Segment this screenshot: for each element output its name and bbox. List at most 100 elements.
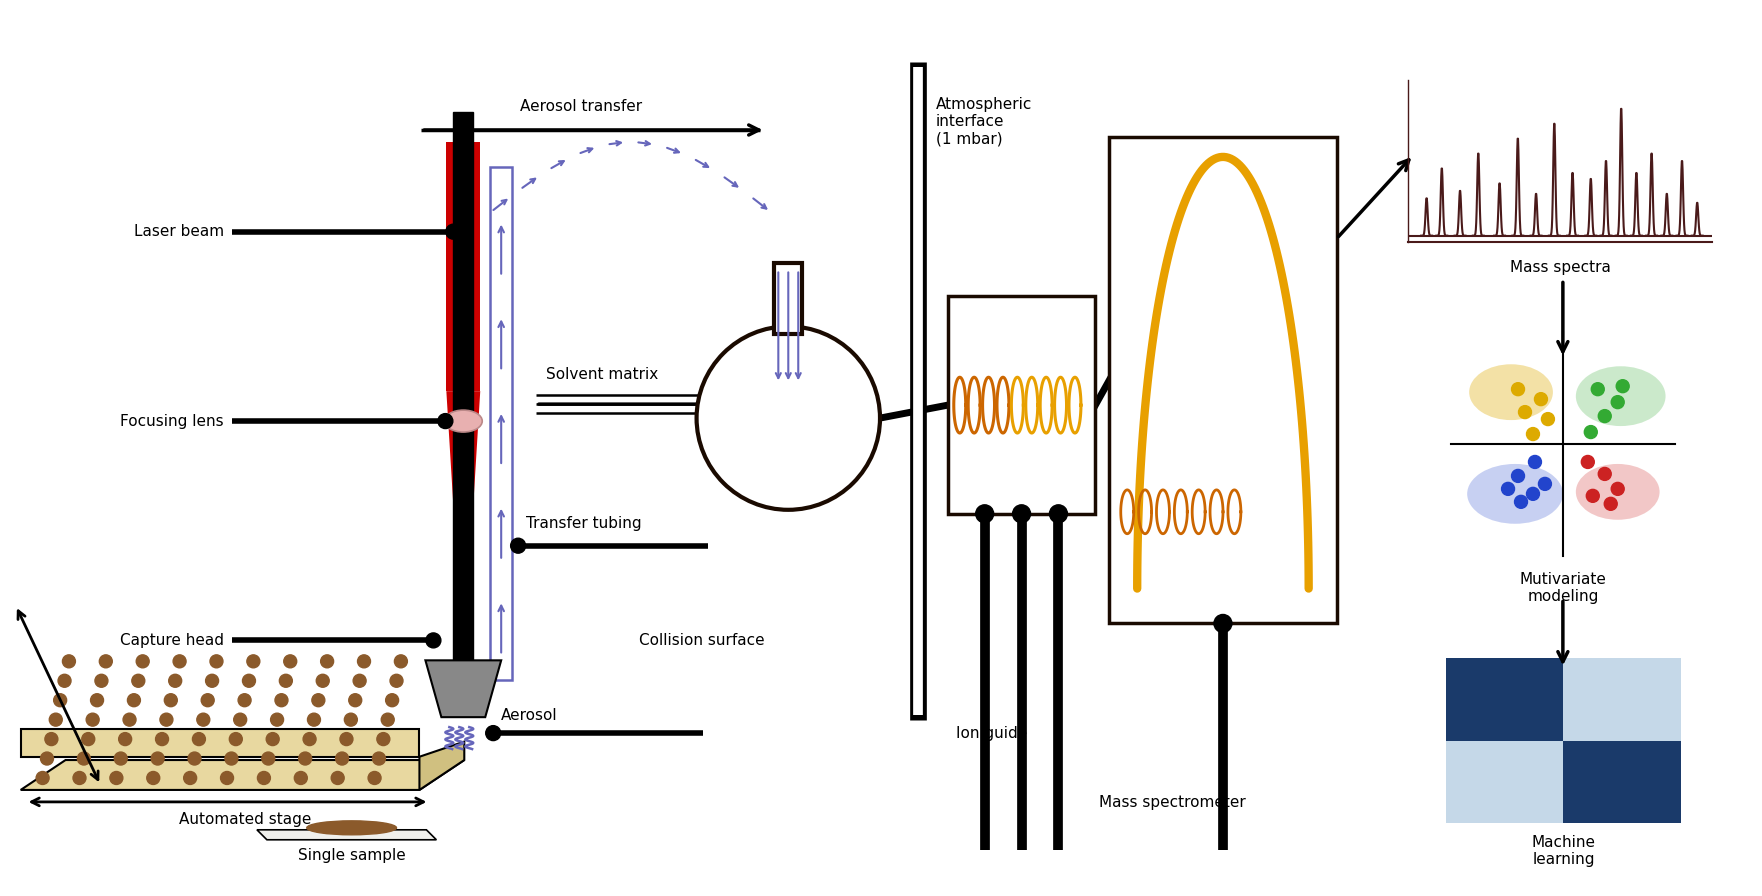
Circle shape	[146, 771, 160, 785]
Bar	[1447, 659, 1563, 741]
Polygon shape	[21, 728, 419, 757]
Circle shape	[275, 694, 287, 707]
Text: Ion guide: Ion guide	[955, 726, 1027, 741]
Circle shape	[284, 655, 296, 668]
Circle shape	[62, 655, 76, 668]
Bar	[1447, 741, 1563, 823]
Text: Transfer tubing: Transfer tubing	[527, 516, 641, 530]
Text: Mass spectrometer: Mass spectrometer	[1099, 796, 1246, 810]
Bar	[453, 112, 474, 690]
Text: Mass spectra: Mass spectra	[1510, 260, 1610, 274]
Circle shape	[426, 633, 440, 648]
Circle shape	[1584, 426, 1598, 438]
Circle shape	[1501, 482, 1515, 495]
Circle shape	[86, 713, 99, 726]
Circle shape	[280, 675, 292, 687]
Circle shape	[486, 726, 500, 741]
Bar	[1110, 137, 1337, 624]
Circle shape	[118, 733, 132, 745]
Circle shape	[72, 771, 86, 785]
Circle shape	[386, 694, 398, 707]
Circle shape	[344, 713, 358, 726]
Circle shape	[300, 752, 312, 765]
Circle shape	[372, 752, 386, 765]
Circle shape	[331, 771, 344, 785]
Circle shape	[160, 713, 173, 726]
Text: Single sample: Single sample	[298, 848, 405, 863]
Circle shape	[1526, 487, 1540, 500]
Circle shape	[1214, 615, 1232, 633]
Circle shape	[201, 694, 215, 707]
Circle shape	[1538, 478, 1551, 490]
Circle shape	[136, 655, 150, 668]
Bar	[446, 142, 481, 392]
Circle shape	[127, 694, 141, 707]
Circle shape	[1050, 504, 1068, 522]
Text: Collision surface: Collision surface	[640, 633, 765, 648]
Circle shape	[37, 771, 49, 785]
Text: Laser beam: Laser beam	[134, 224, 224, 239]
Circle shape	[183, 771, 197, 785]
Circle shape	[389, 675, 403, 687]
Text: Solvent matrix: Solvent matrix	[546, 367, 659, 383]
Circle shape	[247, 655, 259, 668]
Circle shape	[44, 733, 58, 745]
Circle shape	[58, 675, 70, 687]
Circle shape	[1528, 455, 1542, 469]
Circle shape	[511, 538, 525, 553]
Bar	[1563, 659, 1681, 741]
Text: Mutivariate
modeling: Mutivariate modeling	[1519, 572, 1607, 604]
Circle shape	[1581, 455, 1595, 469]
Circle shape	[294, 771, 307, 785]
Text: Automated stage: Automated stage	[178, 812, 312, 827]
Circle shape	[115, 752, 127, 765]
Circle shape	[53, 694, 67, 707]
Circle shape	[1526, 427, 1540, 441]
Circle shape	[377, 733, 389, 745]
Circle shape	[439, 414, 453, 428]
Circle shape	[226, 752, 238, 765]
Text: Focusing lens: Focusing lens	[120, 414, 224, 428]
Circle shape	[266, 733, 278, 745]
Bar	[774, 263, 802, 334]
Ellipse shape	[1575, 464, 1660, 520]
Circle shape	[1515, 495, 1528, 508]
Polygon shape	[21, 760, 465, 790]
Circle shape	[1512, 470, 1524, 482]
Circle shape	[220, 771, 234, 785]
Circle shape	[41, 752, 53, 765]
Circle shape	[368, 771, 381, 785]
Circle shape	[197, 713, 210, 726]
Circle shape	[308, 713, 321, 726]
Circle shape	[155, 733, 169, 745]
Circle shape	[234, 713, 247, 726]
Polygon shape	[419, 742, 465, 790]
Text: Capture head: Capture head	[120, 633, 224, 648]
Text: Atmospheric
interface
(1 mbar): Atmospheric interface (1 mbar)	[936, 97, 1033, 147]
Circle shape	[696, 326, 879, 510]
Circle shape	[321, 655, 333, 668]
Circle shape	[358, 655, 370, 668]
Circle shape	[189, 752, 201, 765]
Circle shape	[229, 733, 243, 745]
Circle shape	[303, 733, 315, 745]
Circle shape	[352, 675, 366, 687]
Circle shape	[81, 733, 95, 745]
Circle shape	[1535, 392, 1547, 406]
Circle shape	[1610, 482, 1625, 495]
Bar	[1563, 741, 1681, 823]
Circle shape	[1616, 380, 1630, 392]
Circle shape	[173, 655, 187, 668]
Ellipse shape	[1468, 464, 1563, 524]
Circle shape	[395, 655, 407, 668]
Circle shape	[1603, 497, 1618, 511]
Circle shape	[90, 694, 104, 707]
Circle shape	[206, 675, 218, 687]
Circle shape	[315, 675, 329, 687]
Circle shape	[1013, 504, 1031, 522]
Ellipse shape	[1470, 365, 1552, 420]
Text: Aerosol: Aerosol	[500, 708, 559, 723]
Circle shape	[152, 752, 164, 765]
Ellipse shape	[307, 821, 396, 835]
Polygon shape	[446, 392, 481, 668]
